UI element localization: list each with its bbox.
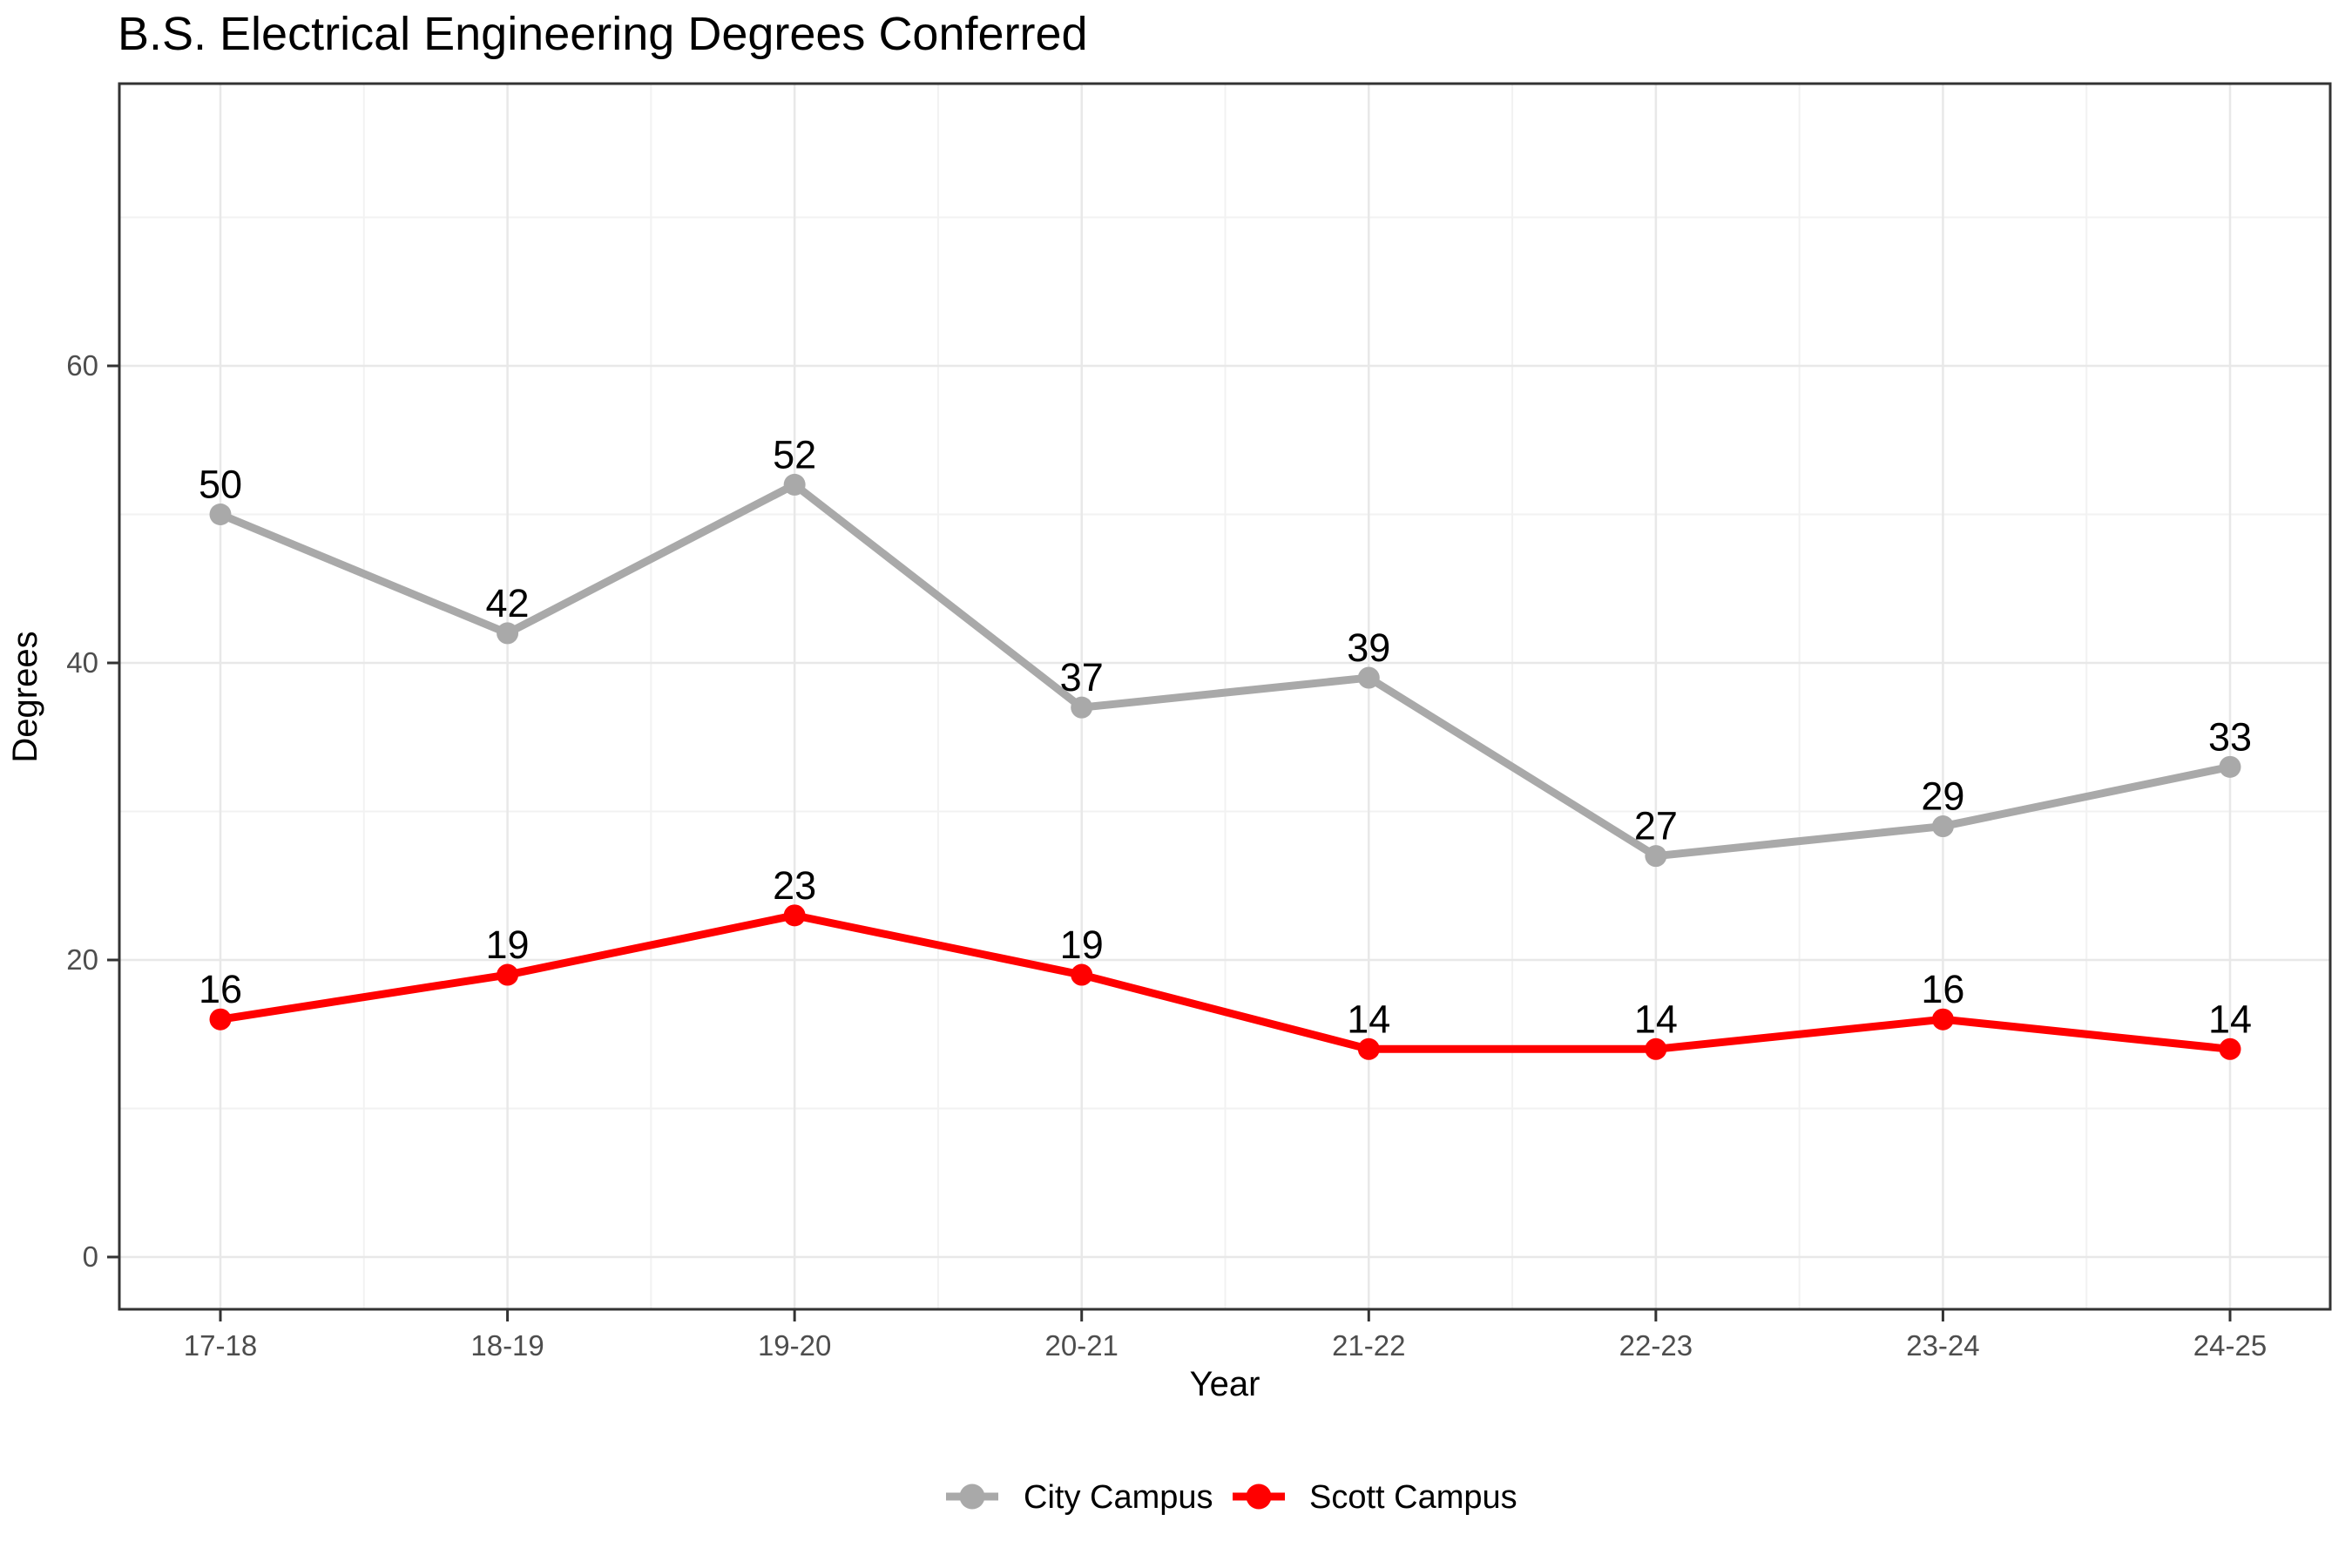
gridlines-major (119, 84, 2330, 1309)
series-line-scott-campus (220, 911, 2231, 1053)
point-label-scott-campus: 19 (486, 923, 530, 967)
point-label-city-campus: 27 (1634, 804, 1678, 848)
data-point-city-campus (497, 622, 519, 645)
x-axis-title: Year (1190, 1365, 1260, 1403)
legend-key-dot-city-campus (959, 1484, 985, 1510)
x-tick-label: 18-19 (470, 1329, 544, 1362)
x-tick-label: 22-23 (1619, 1329, 1693, 1362)
data-point-city-campus (1071, 696, 1093, 719)
panel-border-rect (118, 82, 2332, 1311)
data-point-city-campus (1357, 666, 1380, 689)
y-tick-label: 40 (66, 646, 98, 679)
data-point-scott-campus (2219, 1037, 2241, 1060)
point-label-scott-campus: 14 (2208, 997, 2252, 1041)
x-tick-label: 17-18 (184, 1329, 257, 1362)
data-point-city-campus (209, 504, 232, 525)
legend-label-scott-campus: Scott Campus (1309, 1479, 1517, 1516)
x-tick-label: 20-21 (1045, 1329, 1119, 1362)
data-point-scott-campus (1071, 963, 1093, 986)
chart-title: B.S. Electrical Engineering Degrees Conf… (118, 8, 1088, 60)
data-point-scott-campus (783, 904, 806, 927)
data-point-city-campus (2219, 755, 2241, 778)
point-label-scott-campus: 19 (1060, 923, 1104, 967)
data-point-scott-campus (1931, 1008, 1954, 1031)
legend-label-city-campus: City Campus (1024, 1479, 1213, 1516)
x-tick-label: 24-25 (2193, 1329, 2267, 1362)
point-labels: 50 42 52 37 39 27 29 33 16 19 23 19 14 14 16 14 (199, 432, 2252, 1041)
point-label-city-campus: 39 (1347, 625, 1390, 670)
point-label-city-campus: 42 (486, 581, 530, 625)
point-label-scott-campus: 23 (773, 863, 816, 908)
legend: City Campus Scott Campus (946, 1479, 1517, 1516)
point-label-scott-campus: 16 (199, 967, 242, 1011)
y-tick-label: 60 (66, 349, 98, 382)
data-point-city-campus (1931, 815, 1954, 838)
panel-border (118, 82, 2332, 1311)
axis-ticks (107, 364, 2232, 1321)
data-point-scott-campus (1357, 1037, 1380, 1060)
data-point-scott-campus (497, 963, 519, 986)
data-point-city-campus (1645, 845, 1667, 868)
data-series (209, 473, 2241, 1060)
x-tick-label: 23-24 (1906, 1329, 1979, 1362)
x-tick-label: 19-20 (758, 1329, 831, 1362)
data-point-city-campus (783, 473, 806, 496)
point-label-scott-campus: 14 (1634, 997, 1678, 1041)
axis-tick-labels: 17-18 18-19 19-20 20-21 21-22 22-23 23-24 24-25… (66, 349, 2267, 1362)
y-axis-title: Degrees (6, 631, 44, 762)
point-label-city-campus: 29 (1921, 774, 1964, 819)
x-tick-label: 21-22 (1332, 1329, 1405, 1362)
y-tick-label: 20 (66, 943, 98, 976)
data-point-scott-campus (1645, 1037, 1667, 1060)
series-line-city-campus (219, 480, 2231, 861)
data-point-scott-campus (209, 1008, 232, 1031)
point-label-city-campus: 37 (1060, 655, 1104, 700)
point-label-scott-campus: 14 (1347, 997, 1390, 1041)
y-tick-label: 0 (83, 1240, 98, 1273)
point-label-city-campus: 52 (773, 432, 816, 476)
point-label-scott-campus: 16 (1921, 967, 1964, 1011)
legend-key-dot-scott-campus (1246, 1484, 1272, 1510)
point-label-city-campus: 50 (199, 463, 242, 507)
point-label-city-campus: 33 (2208, 714, 2252, 759)
